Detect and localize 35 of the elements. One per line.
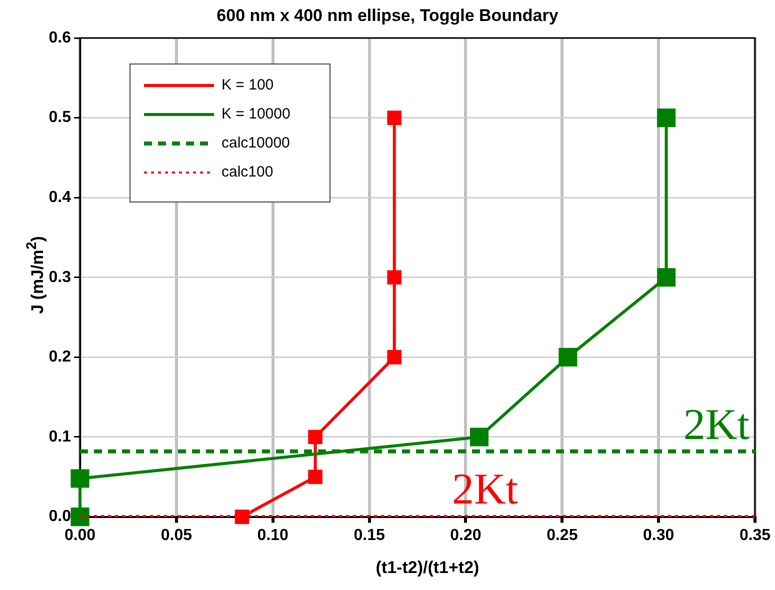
x-tick-label: 0.35 bbox=[739, 526, 771, 544]
point bbox=[234, 510, 250, 524]
y-tick-label: 0.1 bbox=[48, 428, 72, 446]
y-tick-label: 0.0 bbox=[48, 508, 72, 526]
point bbox=[558, 348, 578, 366]
y-tick-label: 0.6 bbox=[48, 29, 72, 46]
legend-label: calc100 bbox=[222, 164, 274, 181]
annotation: 2Kt bbox=[683, 400, 750, 449]
y-tick-label: 0.4 bbox=[48, 189, 72, 206]
point bbox=[387, 110, 402, 125]
legend-label: calc10000 bbox=[222, 134, 290, 152]
point bbox=[470, 428, 488, 446]
chart-title: 600 nm x 400 nm ellipse, Toggle Boundary bbox=[216, 6, 560, 26]
y-tick-label: 0.5 bbox=[48, 109, 72, 126]
x-tick-label: 0.25 bbox=[546, 526, 578, 544]
y-tick-label: 0.2 bbox=[48, 348, 72, 366]
x-axis-title: (t1-t2)/(t1+t2) bbox=[374, 558, 480, 578]
point bbox=[657, 268, 676, 287]
point bbox=[387, 350, 402, 364]
x-tick-label: 0.15 bbox=[354, 526, 385, 544]
x-tick-label: 0.10 bbox=[257, 526, 289, 544]
point bbox=[308, 430, 322, 444]
point bbox=[70, 508, 90, 526]
y-tick-label: 0.3 bbox=[48, 268, 72, 286]
point bbox=[70, 469, 90, 488]
point bbox=[308, 470, 322, 484]
annotation: 2Kt bbox=[452, 464, 518, 514]
x-tick-label: 0.20 bbox=[450, 526, 482, 544]
point bbox=[387, 270, 402, 285]
legend-label: K = 10000 bbox=[222, 106, 290, 123]
x-tick-label: 0.30 bbox=[643, 526, 674, 544]
x-tick-label: 0.05 bbox=[160, 526, 192, 544]
legend-label: K = 100 bbox=[222, 76, 274, 94]
x-tick-label: 0.00 bbox=[64, 526, 96, 544]
point bbox=[657, 108, 676, 128]
